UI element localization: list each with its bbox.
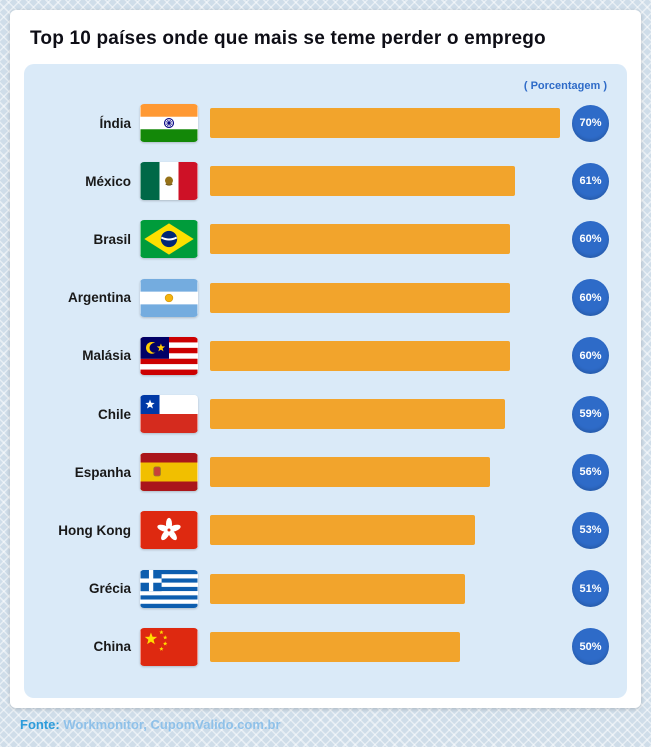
chart-row: Malásia 60%: [38, 327, 609, 385]
bar-track: [210, 631, 560, 662]
value-bar: [210, 224, 510, 255]
source-text: Workmonitor, CupomValido.com.br: [63, 717, 281, 732]
percentage-badge: 51%: [572, 570, 609, 608]
country-label: México: [85, 173, 131, 189]
value-bar: [210, 108, 560, 139]
chart-row: Argentina 60%: [38, 269, 609, 327]
value-bar: [210, 515, 475, 546]
chile-flag-icon: [140, 395, 198, 434]
chart-row: Grécia 51%: [38, 560, 609, 618]
chart-row: Chile 59%: [38, 385, 609, 443]
chart-title: Top 10 países onde que mais se teme perd…: [30, 28, 546, 49]
hongkong-flag-icon: [140, 511, 198, 550]
spain-flag-icon: [140, 453, 198, 492]
bar-track: [210, 399, 560, 430]
source-footer: Fonte: Workmonitor, CupomValido.com.br: [10, 708, 641, 732]
country-label: Hong Kong: [58, 522, 131, 538]
legend-label: ( Porcentagem ): [523, 80, 607, 92]
bar-track: [210, 108, 560, 139]
country-label: Brasil: [93, 231, 131, 247]
bar-track: [210, 340, 560, 371]
mexico-flag-icon: [140, 162, 198, 201]
bar-track: [210, 282, 560, 313]
chart-rows: Índia 70% México 61% Brasil 60% Argentina 60% Ma…: [38, 94, 609, 676]
value-bar: [210, 631, 460, 662]
china-flag-icon: [140, 627, 198, 666]
percentage-badge: 60%: [572, 337, 609, 375]
chart-row: Espanha 56%: [38, 443, 609, 501]
percentage-badge: 59%: [572, 395, 609, 433]
value-bar: [210, 282, 510, 313]
source-label: Fonte:: [20, 717, 60, 732]
value-bar: [210, 166, 515, 197]
percentage-badge: 70%: [572, 104, 609, 142]
chart-row: China 50%: [38, 618, 609, 676]
bar-track: [210, 515, 560, 546]
chart-row: Hong Kong 53%: [38, 501, 609, 559]
percentage-badge: 60%: [572, 279, 609, 317]
country-label: Malásia: [82, 348, 131, 364]
percentage-badge: 60%: [572, 220, 609, 258]
greece-flag-icon: [140, 569, 198, 608]
percentage-badge: 61%: [572, 162, 609, 200]
country-label: China: [93, 639, 131, 655]
brazil-flag-icon: [140, 220, 198, 259]
value-bar: [210, 399, 505, 430]
value-bar: [210, 573, 465, 604]
india-flag-icon: [140, 104, 198, 143]
percentage-badge: 50%: [572, 628, 609, 666]
chart-row: Brasil 60%: [38, 210, 609, 268]
country-label: Grécia: [88, 581, 131, 597]
chart-row: México 61%: [38, 152, 609, 210]
percentage-badge: 53%: [572, 511, 609, 549]
value-bar: [210, 457, 490, 488]
bar-track: [210, 457, 560, 488]
chart-panel: ( Porcentagem ) Índia 70% México 61% Brasil 6…: [24, 64, 627, 698]
value-bar: [210, 340, 510, 371]
chart-row: Índia 70%: [38, 94, 609, 152]
country-label: Chile: [97, 406, 131, 422]
malaysia-flag-icon: [140, 336, 198, 375]
bar-track: [210, 166, 560, 197]
percentage-badge: 56%: [572, 453, 609, 491]
bar-track: [210, 224, 560, 255]
chart-card: Top 10 países onde que mais se teme perd…: [10, 10, 641, 708]
country-label: Argentina: [67, 290, 131, 306]
country-label: Espanha: [74, 464, 131, 480]
country-label: Índia: [99, 115, 131, 131]
argentina-flag-icon: [140, 278, 198, 317]
bar-track: [210, 573, 560, 604]
